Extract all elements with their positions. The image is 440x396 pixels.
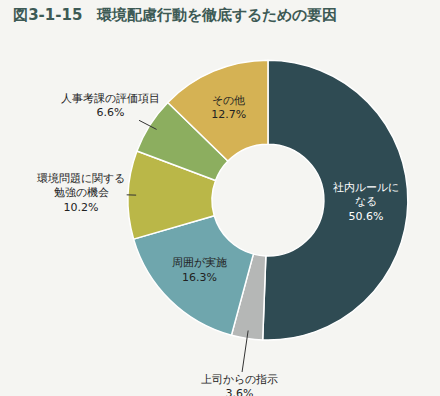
- svg-text:上司からの指示3.6%: 上司からの指示3.6%: [201, 373, 278, 396]
- svg-text:環境問題に関する勉強の機会10.2%: 環境問題に関する勉強の機会10.2%: [37, 172, 125, 214]
- svg-text:その他12.7%: その他12.7%: [211, 94, 246, 121]
- svg-text:人事考課の評価項目6.6%: 人事考課の評価項目6.6%: [61, 92, 160, 119]
- svg-text:周囲が実施16.3%: 周囲が実施16.3%: [172, 256, 227, 283]
- svg-text:図3-1-15 環境配慮行動を徹底するための要因: 図3-1-15 環境配慮行動を徹底するための要因: [13, 6, 337, 24]
- svg-text:社内ルールになる50.6%: 社内ルールになる50.6%: [333, 181, 399, 223]
